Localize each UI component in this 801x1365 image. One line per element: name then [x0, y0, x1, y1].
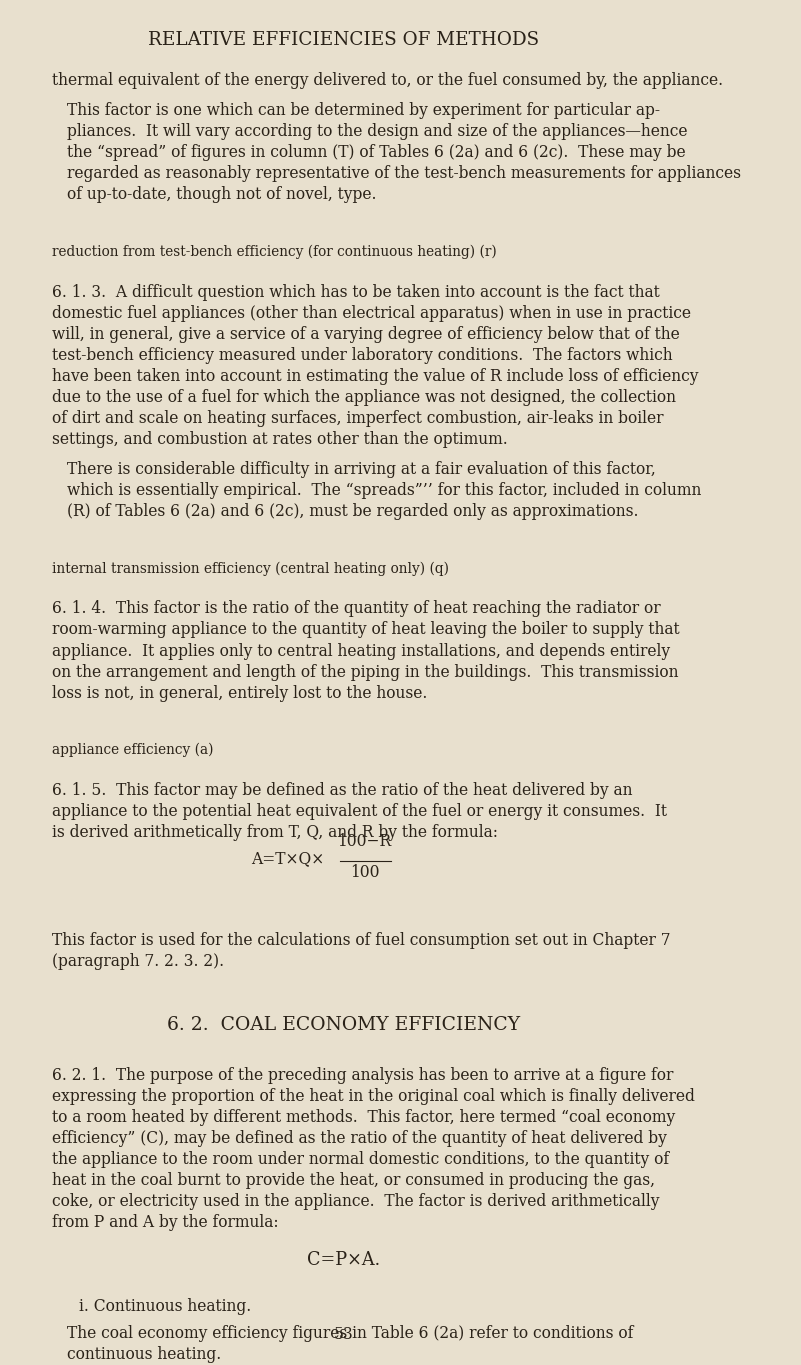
Text: This factor is used for the calculations of fuel consumption set out in Chapter : This factor is used for the calculations…: [51, 931, 670, 949]
Text: expressing the proportion of the heat in the original coal which is finally deli: expressing the proportion of the heat in…: [51, 1088, 694, 1106]
Text: The coal economy efficiency figures in Table 6 (2a) refer to conditions of: The coal economy efficiency figures in T…: [66, 1324, 633, 1342]
Text: which is essentially empirical.  The “spreads”’’ for this factor, included in co: which is essentially empirical. The “spr…: [66, 482, 701, 498]
Text: domestic fuel appliances (other than electrical apparatus) when in use in practi: domestic fuel appliances (other than ele…: [51, 304, 690, 322]
Text: regarded as reasonably representative of the test-bench measurements for applian: regarded as reasonably representative of…: [66, 165, 741, 182]
Text: C=P×A.: C=P×A.: [308, 1250, 380, 1269]
Text: pliances.  It will vary according to the design and size of the appliances—hence: pliances. It will vary according to the …: [66, 123, 687, 139]
Text: This factor is one which can be determined by experiment for particular ap-: This factor is one which can be determin…: [66, 102, 660, 119]
Text: of dirt and scale on heating surfaces, imperfect combustion, air-leaks in boiler: of dirt and scale on heating surfaces, i…: [51, 410, 663, 427]
Text: 6. 2.  COAL ECONOMY EFFICIENCY: 6. 2. COAL ECONOMY EFFICIENCY: [167, 1017, 521, 1035]
Text: There is considerable difficulty in arriving at a fair evaluation of this factor: There is considerable difficulty in arri…: [66, 461, 655, 478]
Text: efficiency” (C), may be defined as the ratio of the quantity of heat delivered b: efficiency” (C), may be defined as the r…: [51, 1130, 666, 1147]
Text: 6. 1. 5.  This factor may be defined as the ratio of the heat delivered by an: 6. 1. 5. This factor may be defined as t…: [51, 782, 632, 800]
Text: heat in the coal burnt to provide the heat, or consumed in producing the gas,: heat in the coal burnt to provide the he…: [51, 1173, 654, 1189]
Text: 53: 53: [334, 1325, 354, 1343]
Text: 100−R: 100−R: [337, 833, 392, 850]
Text: continuous heating.: continuous heating.: [66, 1346, 221, 1362]
Text: of up-to-date, though not of novel, type.: of up-to-date, though not of novel, type…: [66, 186, 376, 203]
Text: appliance to the potential heat equivalent of the fuel or energy it consumes.  I: appliance to the potential heat equivale…: [51, 803, 666, 820]
Text: internal transmission efficiency (central heating only) (q): internal transmission efficiency (centra…: [51, 561, 449, 576]
Text: reduction from test-bench efficiency (for continuous heating) (r): reduction from test-bench efficiency (fo…: [51, 244, 497, 259]
Text: the “spread” of figures in column (T) of Tables 6 (2a) and 6 (2c).  These may be: the “spread” of figures in column (T) of…: [66, 143, 686, 161]
Text: appliance.  It applies only to central heating installations, and depends entire: appliance. It applies only to central he…: [51, 643, 670, 659]
Text: room-warming appliance to the quantity of heat leaving the boiler to supply that: room-warming appliance to the quantity o…: [51, 621, 679, 639]
Text: (paragraph 7. 2. 3. 2).: (paragraph 7. 2. 3. 2).: [51, 953, 223, 969]
Text: 6. 1. 3.  A difficult question which has to be taken into account is the fact th: 6. 1. 3. A difficult question which has …: [51, 284, 659, 300]
Text: test-bench efficiency measured under laboratory conditions.  The factors which: test-bench efficiency measured under lab…: [51, 347, 672, 363]
Text: is derived arithmetically from T, Q, and R by the formula:: is derived arithmetically from T, Q, and…: [51, 824, 497, 841]
Text: (R) of Tables 6 (2a) and 6 (2c), must be regarded only as approximations.: (R) of Tables 6 (2a) and 6 (2c), must be…: [66, 502, 638, 520]
Text: 100: 100: [350, 864, 379, 880]
Text: i. Continuous heating.: i. Continuous heating.: [79, 1298, 252, 1314]
Text: settings, and combustion at rates other than the optimum.: settings, and combustion at rates other …: [51, 431, 507, 448]
Text: coke, or electricity used in the appliance.  The factor is derived arithmeticall: coke, or electricity used in the applian…: [51, 1193, 659, 1211]
Text: appliance efficiency (a): appliance efficiency (a): [51, 743, 213, 758]
Text: will, in general, give a service of a varying degree of efficiency below that of: will, in general, give a service of a va…: [51, 326, 679, 343]
Text: on the arrangement and length of the piping in the buildings.  This transmission: on the arrangement and length of the pip…: [51, 663, 678, 681]
Text: have been taken into account in estimating the value of R include loss of effici: have been taken into account in estimati…: [51, 367, 698, 385]
Text: the appliance to the room under normal domestic conditions, to the quantity of: the appliance to the room under normal d…: [51, 1151, 669, 1168]
Text: 6. 1. 4.  This factor is the ratio of the quantity of heat reaching the radiator: 6. 1. 4. This factor is the ratio of the…: [51, 601, 660, 617]
Text: to a room heated by different methods.  This factor, here termed “coal economy: to a room heated by different methods. T…: [51, 1110, 674, 1126]
Text: A=T×Q×: A=T×Q×: [251, 850, 324, 867]
Text: due to the use of a fuel for which the appliance was not designed, the collectio: due to the use of a fuel for which the a…: [51, 389, 675, 405]
Text: thermal equivalent of the energy delivered to, or the fuel consumed by, the appl: thermal equivalent of the energy deliver…: [51, 72, 723, 89]
Text: 6. 2. 1.  The purpose of the preceding analysis has been to arrive at a figure f: 6. 2. 1. The purpose of the preceding an…: [51, 1067, 673, 1084]
Text: RELATIVE EFFICIENCIES OF METHODS: RELATIVE EFFICIENCIES OF METHODS: [148, 31, 539, 49]
Text: from P and A by the formula:: from P and A by the formula:: [51, 1215, 278, 1231]
Text: loss is not, in general, entirely lost to the house.: loss is not, in general, entirely lost t…: [51, 684, 427, 702]
